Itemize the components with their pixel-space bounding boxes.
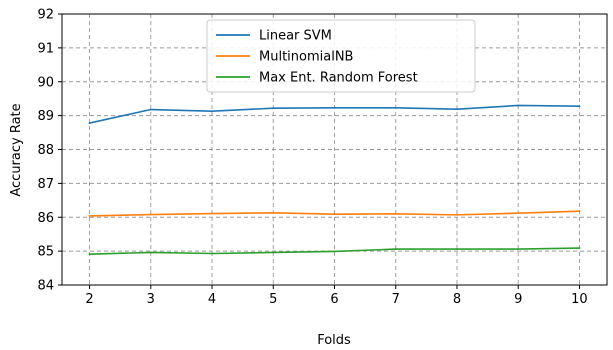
data-point-linear-svm <box>394 106 397 109</box>
data-point-multinomialnb <box>149 213 152 216</box>
x-tick-label: 3 <box>147 292 155 307</box>
data-point-linear-svm <box>517 104 520 107</box>
data-point-multinomialnb <box>517 212 520 215</box>
data-point-max-ent-random-forest <box>88 253 91 256</box>
data-point-max-ent-random-forest <box>578 247 581 249</box>
data-point-max-ent-random-forest <box>149 251 152 254</box>
data-point-max-ent-random-forest <box>394 248 397 250</box>
legend: Linear SVM MultinomialNB Max Ent. Random F… <box>206 19 476 93</box>
legend-label-linear-svm: Linear SVM <box>259 29 332 44</box>
y-tick-label: 85 <box>37 245 54 260</box>
data-point-linear-svm <box>88 122 91 124</box>
y-tick-label: 91 <box>37 41 54 56</box>
x-tick-label: 7 <box>392 292 400 307</box>
data-point-linear-svm <box>578 105 581 108</box>
data-point-max-ent-random-forest <box>211 252 213 255</box>
data-point-linear-svm <box>272 107 275 110</box>
data-point-max-ent-random-forest <box>272 251 275 254</box>
series-lines <box>88 104 581 256</box>
y-tick-label: 86 <box>37 211 54 226</box>
data-point-linear-svm <box>333 106 336 109</box>
data-point-max-ent-random-forest <box>456 248 458 250</box>
x-tick-label: 6 <box>330 292 338 307</box>
legend-label-multinomialnb: MultinomialNB <box>259 50 353 65</box>
data-point-multinomialnb <box>578 210 581 213</box>
y-tick-label: 84 <box>37 279 54 294</box>
y-tick-label: 88 <box>37 143 54 158</box>
data-point-linear-svm <box>456 108 458 111</box>
x-tick-label: 8 <box>453 292 461 307</box>
y-tick-label: 87 <box>37 177 54 192</box>
data-point-multinomialnb <box>394 212 397 215</box>
data-point-multinomialnb <box>88 214 91 217</box>
data-point-multinomialnb <box>272 211 275 214</box>
legend-box <box>206 19 476 93</box>
y-tick-label: 89 <box>37 109 54 124</box>
data-point-linear-svm <box>149 108 152 111</box>
data-point-linear-svm <box>211 110 213 113</box>
x-tick-label: 4 <box>208 292 216 307</box>
data-point-multinomialnb <box>211 212 213 215</box>
x-tick-label: 10 <box>571 292 588 307</box>
x-tick-label: 9 <box>514 292 522 307</box>
legend-label-max-ent-random-forest: Max Ent. Random Forest <box>259 71 418 86</box>
x-tick-label: 2 <box>85 292 93 307</box>
y-tick-label: 92 <box>37 8 54 23</box>
y-tick-label: 90 <box>37 75 54 90</box>
y-axis-label: Accuracy Rate <box>9 103 24 196</box>
data-point-multinomialnb <box>333 213 336 216</box>
data-point-max-ent-random-forest <box>333 250 336 253</box>
x-tick-label: 5 <box>269 292 277 307</box>
data-point-max-ent-random-forest <box>517 248 520 250</box>
data-point-multinomialnb <box>456 213 458 216</box>
x-axis-label: Folds <box>317 333 351 348</box>
